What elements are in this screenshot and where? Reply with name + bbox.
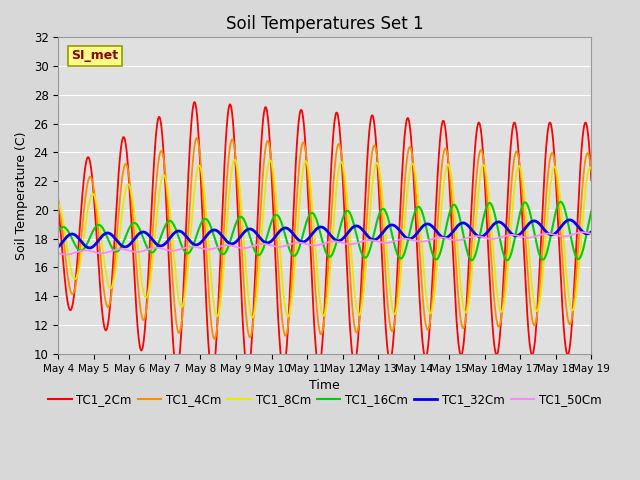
Legend: TC1_2Cm, TC1_4Cm, TC1_8Cm, TC1_16Cm, TC1_32Cm, TC1_50Cm: TC1_2Cm, TC1_4Cm, TC1_8Cm, TC1_16Cm, TC1… — [44, 389, 607, 411]
TC1_50Cm — [233, 244, 241, 250]
TC1_50Cm — [62, 252, 70, 257]
TC1_16Cm — [468, 257, 476, 263]
TC1_2Cm — [588, 178, 595, 183]
TC1_32Cm — [233, 238, 241, 244]
TC1_2Cm — [234, 196, 241, 202]
TC1_4Cm — [588, 169, 595, 175]
Y-axis label: Soil Temperature (C): Soil Temperature (C) — [15, 132, 28, 260]
TC1_32Cm — [54, 244, 62, 250]
TC1_50Cm — [408, 237, 415, 243]
TC1_16Cm — [525, 204, 532, 210]
TC1_50Cm — [173, 247, 181, 253]
TC1_50Cm — [161, 246, 168, 252]
TC1_4Cm — [54, 196, 62, 202]
TC1_4Cm — [408, 151, 416, 156]
TC1_32Cm — [566, 217, 573, 223]
TC1_4Cm — [234, 173, 241, 179]
TC1_8Cm — [408, 161, 416, 167]
TC1_16Cm — [160, 226, 168, 232]
TC1_16Cm — [232, 219, 240, 225]
TC1_4Cm — [173, 324, 180, 329]
Text: SI_met: SI_met — [72, 49, 119, 62]
TC1_8Cm — [478, 166, 486, 171]
TC1_8Cm — [525, 247, 532, 253]
TC1_16Cm — [588, 208, 595, 214]
TC1_8Cm — [588, 167, 595, 172]
TC1_8Cm — [173, 283, 180, 288]
TC1_4Cm — [211, 336, 218, 342]
TC1_32Cm — [525, 221, 532, 227]
TC1_16Cm — [173, 229, 180, 235]
TC1_50Cm — [54, 251, 62, 256]
TC1_16Cm — [557, 199, 564, 204]
TC1_4Cm — [525, 285, 532, 290]
Line: TC1_16Cm: TC1_16Cm — [58, 202, 591, 260]
TC1_2Cm — [54, 204, 62, 209]
TC1_16Cm — [477, 225, 485, 231]
TC1_50Cm — [525, 235, 532, 240]
TC1_8Cm — [54, 201, 62, 206]
TC1_32Cm — [588, 229, 595, 235]
TC1_16Cm — [54, 228, 62, 234]
TC1_32Cm — [477, 234, 485, 240]
Line: TC1_50Cm: TC1_50Cm — [58, 232, 591, 254]
Line: TC1_32Cm: TC1_32Cm — [58, 220, 591, 248]
TC1_16Cm — [408, 222, 415, 228]
TC1_4Cm — [160, 157, 168, 163]
TC1_8Cm — [160, 172, 168, 178]
TC1_2Cm — [478, 134, 486, 140]
TC1_2Cm — [408, 149, 416, 155]
TC1_2Cm — [173, 368, 180, 373]
TC1_4Cm — [478, 148, 486, 154]
TC1_8Cm — [231, 157, 239, 163]
TC1_4Cm — [193, 135, 201, 141]
TC1_8Cm — [248, 314, 256, 320]
Title: Soil Temperatures Set 1: Soil Temperatures Set 1 — [226, 15, 424, 33]
Line: TC1_2Cm: TC1_2Cm — [58, 102, 591, 374]
TC1_2Cm — [191, 99, 198, 105]
TC1_32Cm — [161, 241, 168, 247]
TC1_32Cm — [408, 235, 415, 241]
TC1_2Cm — [160, 155, 168, 161]
X-axis label: Time: Time — [310, 379, 340, 392]
TC1_50Cm — [579, 229, 586, 235]
Line: TC1_8Cm: TC1_8Cm — [58, 160, 591, 317]
Line: TC1_4Cm: TC1_4Cm — [58, 138, 591, 339]
TC1_32Cm — [173, 228, 181, 234]
TC1_8Cm — [233, 162, 241, 168]
TC1_50Cm — [588, 231, 595, 237]
TC1_50Cm — [477, 234, 485, 240]
TC1_32Cm — [86, 245, 93, 251]
TC1_2Cm — [525, 332, 532, 337]
TC1_2Cm — [209, 372, 216, 377]
